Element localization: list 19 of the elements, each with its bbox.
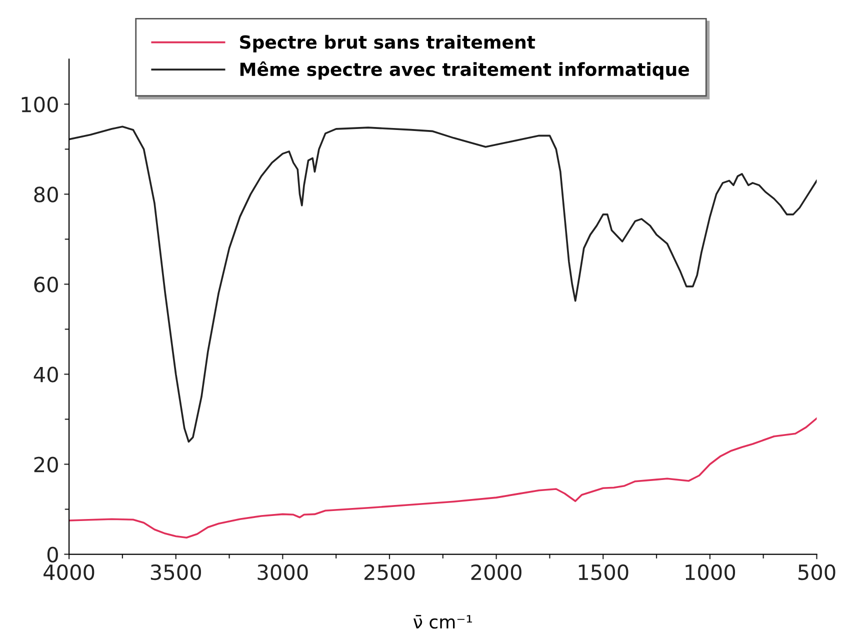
x-tick-label: 2500 [364,564,415,580]
line-series [69,126,817,443]
x-tick-label: 1500 [578,564,628,580]
line-series [69,417,817,539]
x-tick-label: 500 [798,564,836,580]
x-tick-label: 3000 [258,564,308,580]
y-tick-label: 100 [22,96,58,112]
x-tick-label: 3500 [150,564,201,580]
y-tick-label: 80 [34,186,58,202]
x-axis-title: ν̄ cm⁻¹ [413,614,472,629]
y-tick-label: 40 [34,366,58,382]
x-tick-label: 2000 [471,564,522,580]
y-tick-label: 20 [34,456,58,472]
x-tick-label: 1000 [686,564,736,580]
x-tick-label: 4000 [44,564,94,580]
y-tick-label: 60 [34,276,58,292]
legend-label: Spectre brut sans traitement [240,34,536,52]
y-tick-label: 0 [47,546,58,562]
legend-label: Même spectre avec traitement informatique [240,61,690,80]
